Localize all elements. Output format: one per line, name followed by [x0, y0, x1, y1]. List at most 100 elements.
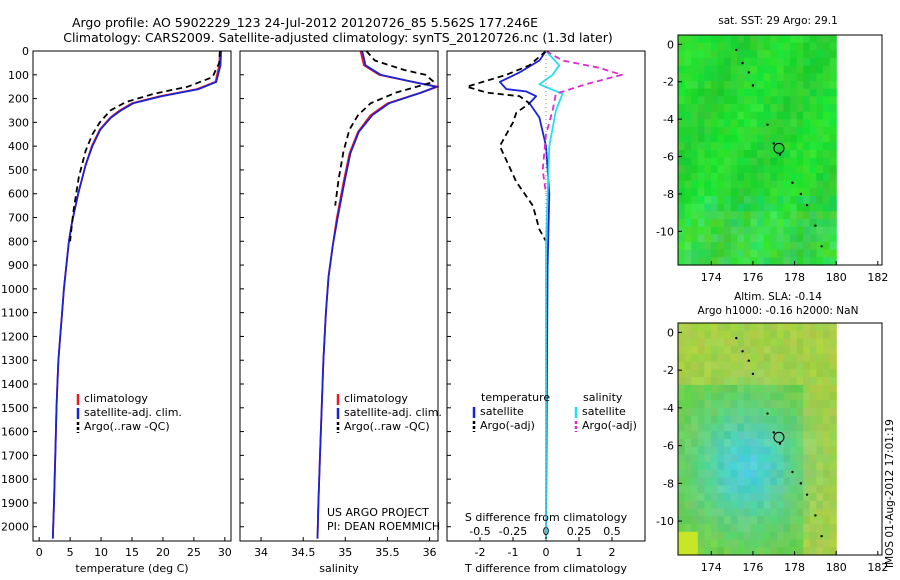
sla-map-track-point-9 — [805, 493, 809, 496]
sla-map-cell — [684, 485, 692, 494]
sst-map-cell — [796, 134, 804, 143]
sst-map-cell — [743, 226, 752, 235]
sla-map-cell — [678, 423, 686, 432]
sst-map-cell — [711, 257, 719, 266]
sla-map-cell — [790, 462, 798, 471]
sst-map-cell — [750, 150, 758, 159]
sla-map-cell — [730, 524, 738, 533]
sla-map-cell — [796, 531, 804, 541]
sla-map-cell — [691, 454, 699, 463]
sst-map-cell — [730, 81, 738, 90]
sla-map-cell — [691, 485, 699, 494]
sst-map-cell — [684, 65, 692, 74]
sst-map-cell — [823, 88, 831, 97]
sst-map-cell — [796, 73, 804, 82]
sst-map-cell — [770, 226, 778, 235]
sst-map-xtick-label-2: 178 — [784, 271, 805, 284]
sla-map-cell — [724, 439, 732, 448]
sst-map-cell — [796, 226, 804, 235]
sla-map-cell — [750, 353, 758, 363]
sst-map-cell — [783, 50, 791, 59]
temperature-series-group — [51, 50, 222, 539]
sst-map-cell — [816, 150, 824, 159]
sst-map-cell — [823, 50, 831, 59]
sla-map-cell — [704, 323, 712, 332]
sst-map-cell — [757, 73, 765, 82]
sla-map-cell — [717, 531, 725, 541]
sst-map-cell — [776, 249, 785, 258]
sst-map-cell — [823, 119, 831, 128]
sst-map-cell — [717, 81, 725, 90]
sst-map-cell — [803, 226, 811, 235]
sst-map-cell — [730, 242, 738, 251]
sla-map-cell — [816, 377, 824, 386]
sst-map-cell — [737, 58, 745, 67]
sst-map-cell — [816, 157, 824, 166]
sst-map-cell — [829, 188, 837, 197]
sla-map-cell — [776, 384, 785, 394]
sla-map-cell — [750, 493, 758, 502]
sla-map-cell — [730, 392, 738, 401]
sst-map-cell — [816, 73, 824, 82]
sla-map-cell — [757, 531, 765, 541]
sst-map-cell — [829, 226, 837, 235]
sla-map-cell — [816, 384, 824, 394]
sla-map-track-point-0 — [735, 336, 738, 340]
sst-map-cell — [829, 196, 837, 205]
sla-map-cell — [717, 392, 725, 401]
sst-map-cell — [809, 188, 817, 197]
sst-map-cell — [829, 150, 837, 159]
sla-map-cell — [809, 454, 817, 463]
sst-map-cell — [743, 219, 752, 228]
sst-map-cell — [684, 157, 692, 166]
sst-map-cell — [730, 165, 738, 174]
differences-xlabel: T difference from climatology — [464, 562, 627, 575]
sst-map-cell — [803, 35, 811, 44]
sla-map-cell — [776, 392, 785, 401]
sla-map-cell — [684, 392, 692, 401]
sla-map-cell — [684, 469, 692, 479]
sla-map-cell — [737, 454, 745, 463]
sst-map-cell — [678, 180, 686, 189]
sla-map-cell — [803, 330, 811, 339]
sst-map-cell — [704, 173, 712, 182]
salinity-series-group — [316, 50, 439, 539]
sst-map-cell — [678, 65, 686, 74]
sst-map-cell — [816, 196, 824, 205]
sla-map-cell — [750, 431, 758, 440]
temperature-ytick-label-2: 200 — [8, 93, 29, 106]
sst-map-cell — [783, 211, 791, 220]
sla-map-cell — [750, 531, 758, 541]
sla-map-cell — [757, 400, 765, 409]
sla-map-cell — [724, 493, 732, 502]
sst-map-cell — [763, 142, 771, 151]
sst-map-cell — [697, 249, 705, 258]
sst-map-cell — [816, 242, 824, 251]
sst-map-cell — [704, 127, 712, 136]
sla-map-cell — [790, 353, 798, 363]
sla-map-cell — [724, 431, 732, 440]
sst-map-cell — [691, 219, 699, 228]
sla-map-cell — [790, 493, 798, 502]
sla-map-cell — [803, 353, 811, 363]
sla-map-cell — [796, 423, 804, 432]
sla-map-cell — [816, 508, 824, 517]
sla-map-cell — [743, 469, 752, 479]
sla-map-cell — [829, 500, 837, 510]
salinity-series-1 — [316, 50, 438, 539]
sst-map-cell — [704, 104, 712, 113]
sla-map-cell — [770, 524, 778, 533]
sst-map-cell — [763, 257, 771, 266]
sla-map-cell — [730, 462, 738, 471]
sla-map-cell — [776, 516, 785, 525]
sst-map-cell — [803, 50, 811, 59]
sst-map-cell — [730, 173, 738, 182]
sst-map-cell — [730, 119, 738, 128]
sst-map-cell — [743, 42, 752, 51]
sla-map-cell — [684, 415, 692, 425]
temperature-series-0 — [51, 50, 221, 539]
sst-map-cell — [816, 219, 824, 228]
sla-map-cell — [803, 508, 811, 517]
sla-map-cell — [724, 446, 732, 455]
sst-map-cell — [823, 73, 831, 82]
